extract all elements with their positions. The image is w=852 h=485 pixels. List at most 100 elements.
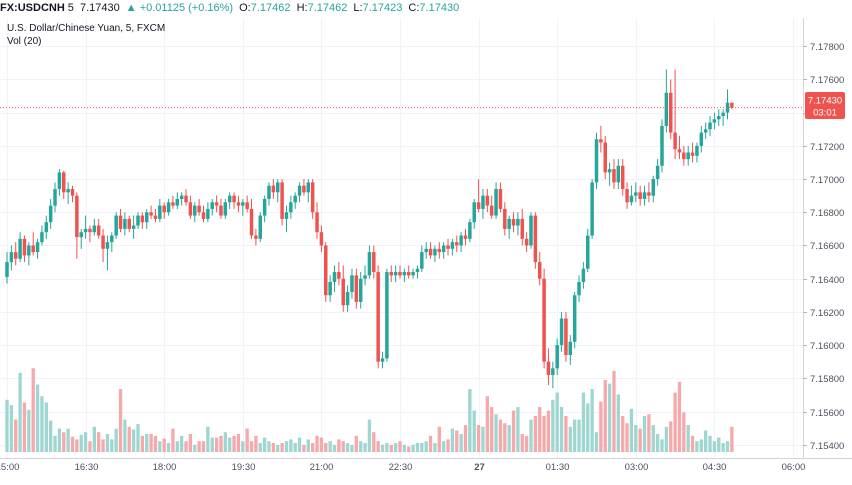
candle-body (258, 215, 263, 239)
interval-value[interactable]: 5 (67, 2, 74, 14)
candle (18, 232, 22, 263)
low-label: L: (353, 2, 363, 14)
candle-body (524, 238, 529, 246)
volume-bar (145, 434, 149, 452)
price-axis-label: 7.17600 (810, 75, 844, 86)
candle (302, 179, 306, 196)
candle-body (92, 225, 97, 233)
volume-bar (424, 441, 428, 452)
candle (319, 225, 324, 253)
volume-bars (5, 368, 734, 452)
volume-bar (616, 394, 620, 452)
volume-bar (97, 432, 101, 452)
volume-bar (210, 437, 214, 452)
volume-bar (699, 439, 703, 452)
candle (341, 265, 345, 312)
candle-body (27, 245, 31, 256)
candle-body (66, 189, 70, 193)
volume-bar (669, 421, 673, 452)
candle (568, 335, 573, 366)
candle-body (668, 92, 673, 133)
candle-body (542, 278, 546, 362)
volume-bar (367, 419, 372, 452)
candle-body (472, 202, 476, 223)
candle (476, 179, 481, 213)
candle (118, 208, 123, 233)
volume-bar (695, 441, 699, 452)
candle (655, 159, 660, 186)
volume-bar (568, 426, 572, 452)
candle (651, 175, 656, 203)
volume-bar (254, 435, 258, 452)
candle (555, 338, 559, 375)
candle-body (581, 268, 586, 282)
candle-body (660, 125, 664, 166)
volume-bar (581, 392, 586, 452)
volume-bar (276, 444, 280, 452)
candle-body (420, 252, 424, 269)
candle-body (245, 202, 249, 209)
candle (70, 185, 75, 203)
volume-bar (88, 441, 92, 452)
candle (629, 185, 634, 206)
candle-body (695, 145, 699, 156)
candle (551, 361, 555, 389)
volume-bar (542, 416, 546, 452)
volume-bar (206, 426, 210, 452)
candle-body (75, 195, 79, 238)
candle (197, 198, 201, 216)
candle-body (537, 262, 542, 279)
volume-bar (481, 426, 485, 452)
candle-body (603, 142, 607, 173)
volume-bar (442, 441, 446, 452)
price-tag-value: 7.17430 (808, 96, 842, 107)
candle (546, 348, 551, 385)
candle-body (690, 152, 695, 156)
price-axis-label: 7.16400 (810, 275, 844, 286)
symbol-name[interactable]: FX:USDCNH (0, 2, 65, 14)
volume-bar (721, 443, 725, 452)
candle-body (411, 272, 415, 276)
candle (40, 225, 44, 246)
candle-body (703, 129, 708, 133)
time-axis-label: 27 (474, 462, 485, 473)
volume-bar (494, 414, 498, 452)
candle (75, 192, 79, 259)
candle (673, 69, 677, 160)
candle (380, 351, 385, 369)
volume-bar (634, 425, 638, 452)
candle-body (725, 102, 730, 113)
candle-body (79, 232, 83, 238)
volume-bar (236, 434, 241, 452)
volume-bar (472, 410, 476, 452)
candle (520, 208, 525, 246)
candle-body (363, 275, 367, 279)
volume-bar (538, 407, 542, 452)
candle (459, 232, 463, 253)
candle (455, 235, 459, 253)
price-axis-label: 7.15600 (810, 408, 844, 419)
volume-bar (551, 399, 555, 452)
open-label: O: (239, 2, 251, 14)
candle-body (40, 232, 44, 243)
candle (171, 195, 175, 209)
volume-bar (267, 441, 271, 452)
candle (345, 285, 350, 312)
candle (328, 275, 332, 302)
volume-bar (393, 443, 398, 452)
candle-body (88, 228, 92, 233)
volume-bar (725, 441, 730, 452)
candle (577, 275, 581, 302)
time-axis-label: 16:30 (75, 462, 99, 473)
candle (428, 242, 433, 259)
candle (249, 198, 254, 239)
volume-bar (75, 439, 79, 452)
candle-body (503, 208, 507, 229)
chart-title: U.S. Dollar/Chinese Yuan, 5, FXCM (7, 23, 165, 34)
candle-body (179, 195, 184, 199)
candle-body (446, 245, 450, 249)
candle-body (328, 282, 332, 296)
candle (647, 182, 651, 203)
price-axis-label: 7.16600 (810, 241, 844, 252)
